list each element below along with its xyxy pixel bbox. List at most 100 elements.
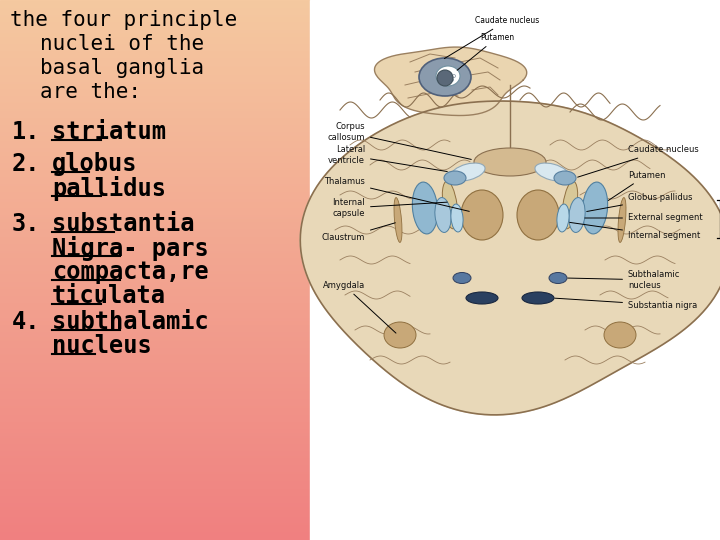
Text: nuclei of the: nuclei of the	[40, 34, 204, 54]
Bar	[0, 158, 310, 160]
Bar	[0, 297, 310, 299]
Bar	[0, 182, 310, 184]
Text: subthalamic: subthalamic	[52, 310, 209, 334]
Bar	[0, 239, 310, 241]
Text: 3.: 3.	[12, 212, 40, 236]
Bar	[0, 400, 310, 401]
Bar	[0, 185, 310, 187]
Bar	[0, 461, 310, 463]
Bar	[0, 493, 310, 495]
Bar	[0, 234, 310, 236]
Bar	[0, 106, 310, 108]
Bar	[0, 466, 310, 468]
Text: basal ganglia: basal ganglia	[40, 58, 204, 78]
Bar	[0, 281, 310, 282]
Bar	[0, 123, 310, 124]
Bar	[0, 302, 310, 304]
Bar	[0, 58, 310, 59]
Bar	[0, 315, 310, 317]
Bar	[0, 380, 310, 382]
Bar	[0, 103, 310, 104]
Bar	[0, 401, 310, 403]
Text: ticulata: ticulata	[52, 284, 166, 308]
Bar	[0, 110, 310, 112]
Ellipse shape	[436, 66, 460, 86]
Bar	[0, 225, 310, 227]
Bar	[0, 479, 310, 481]
Bar	[0, 220, 310, 221]
Text: 1.: 1.	[12, 120, 40, 144]
Text: 4.: 4.	[12, 310, 40, 334]
Bar	[0, 522, 310, 524]
Bar	[0, 356, 310, 358]
Ellipse shape	[549, 273, 567, 284]
Bar	[0, 319, 310, 320]
Bar	[0, 128, 310, 130]
Bar	[0, 252, 310, 254]
Bar	[0, 120, 310, 123]
Bar	[0, 212, 310, 214]
Bar	[0, 259, 310, 261]
Bar	[0, 382, 310, 383]
Text: pallidus: pallidus	[52, 176, 166, 201]
Text: Putamen: Putamen	[457, 33, 514, 70]
Bar	[0, 288, 310, 290]
Bar	[0, 201, 310, 204]
Bar	[0, 409, 310, 410]
Bar	[0, 457, 310, 459]
Bar	[0, 126, 310, 128]
Bar	[0, 518, 310, 520]
Bar	[0, 12, 310, 15]
Bar	[0, 76, 310, 77]
Bar	[0, 538, 310, 540]
Bar	[0, 508, 310, 509]
Ellipse shape	[517, 190, 559, 240]
Bar	[0, 15, 310, 16]
Bar	[0, 360, 310, 362]
Bar	[0, 147, 310, 150]
Bar	[0, 481, 310, 482]
Bar	[0, 430, 310, 432]
Bar	[0, 533, 310, 535]
Bar	[310, 0, 720, 540]
Ellipse shape	[466, 292, 498, 304]
Bar	[0, 113, 310, 115]
Ellipse shape	[535, 163, 569, 181]
Ellipse shape	[453, 273, 471, 284]
Bar	[0, 93, 310, 96]
Bar	[0, 506, 310, 508]
Bar	[0, 92, 310, 93]
Bar	[0, 221, 310, 223]
Bar	[0, 317, 310, 319]
Bar	[0, 47, 310, 49]
Bar	[0, 536, 310, 538]
Bar	[0, 439, 310, 441]
Bar	[0, 410, 310, 412]
Bar	[0, 247, 310, 248]
Bar	[0, 349, 310, 351]
Bar	[0, 83, 310, 85]
Bar	[0, 421, 310, 423]
Bar	[0, 340, 310, 342]
Bar	[0, 403, 310, 405]
Bar	[0, 142, 310, 144]
Bar	[0, 405, 310, 407]
Bar	[0, 306, 310, 308]
Bar	[0, 104, 310, 106]
Bar	[0, 180, 310, 182]
Bar	[0, 218, 310, 220]
Bar	[0, 425, 310, 427]
Text: are the:: are the:	[40, 82, 141, 102]
Bar	[0, 369, 310, 371]
Circle shape	[441, 75, 444, 78]
Bar	[0, 157, 310, 158]
Circle shape	[437, 70, 453, 86]
Bar	[0, 139, 310, 140]
Text: Internal segment: Internal segment	[570, 222, 701, 240]
Bar	[0, 275, 310, 277]
Bar	[0, 452, 310, 454]
Bar	[0, 336, 310, 339]
Bar	[0, 517, 310, 518]
Bar	[0, 25, 310, 27]
Ellipse shape	[554, 171, 576, 185]
